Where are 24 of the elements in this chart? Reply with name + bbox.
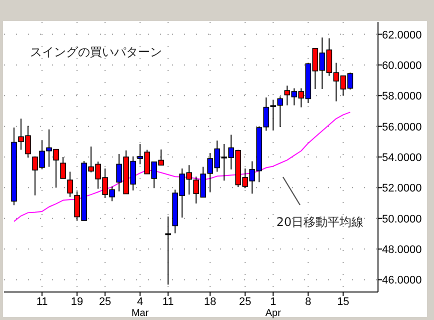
x-tick-label: 8: [305, 296, 312, 308]
x-tick-label: 25: [98, 296, 112, 308]
x-tick-label: 15: [337, 296, 350, 308]
x-tick-label: 18: [204, 296, 216, 308]
x-tick-label: 1 Apr: [265, 296, 282, 319]
candlestick: [165, 216, 171, 286]
candlestick: [67, 171, 73, 198]
annotation: スイングの買いパターン: [30, 45, 162, 59]
x-tick-label: 11: [36, 296, 48, 308]
y-tick-label: 46.0000: [382, 274, 422, 287]
y-tick-label: 50.0000: [382, 213, 422, 226]
y-tick-label: 58.0000: [382, 90, 422, 103]
annotation: 20日移動平均線: [276, 215, 364, 229]
y-tick-label: 60.0000: [382, 60, 422, 72]
x-tick-label: 11: [162, 296, 174, 308]
x-tick-label: 19: [70, 296, 84, 308]
candlestick: [60, 156, 66, 179]
y-tick-label: 54.0000: [382, 152, 422, 164]
y-tick-label: 62.0000: [382, 29, 422, 42]
y-tick-label: 48.0000: [382, 244, 422, 256]
x-tick-label: 25: [239, 296, 252, 308]
y-tick-label: 52.0000: [382, 182, 422, 195]
x-tick-label: 4 Mar: [131, 296, 150, 319]
y-tick-label: 56.0000: [382, 121, 422, 134]
